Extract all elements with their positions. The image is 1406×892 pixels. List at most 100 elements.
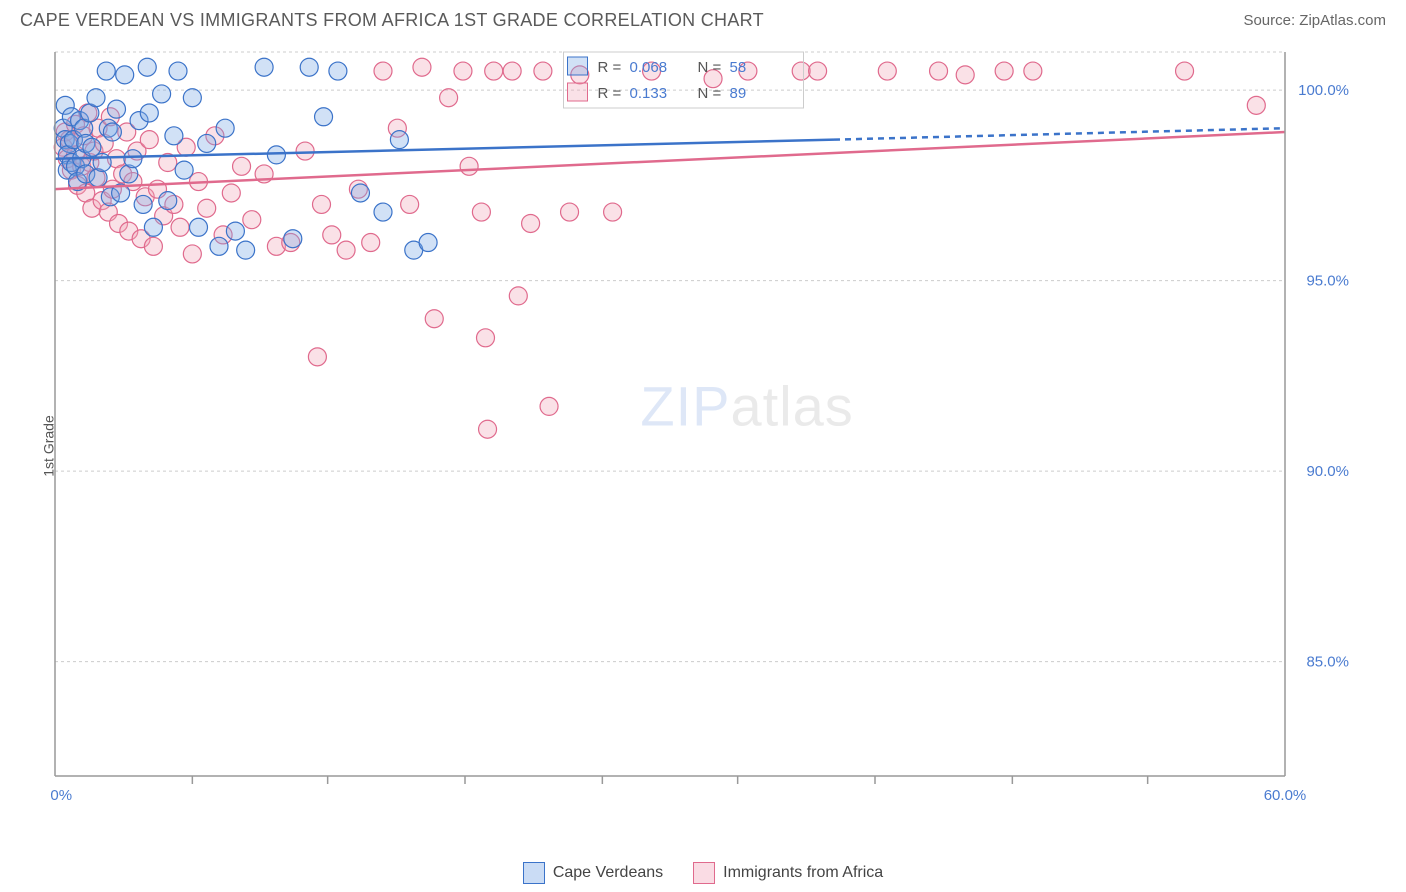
legend-swatch (568, 83, 588, 101)
x-tick-label: 0.0% (50, 787, 72, 804)
data-point (315, 108, 333, 126)
legend-r-label: R = (598, 85, 622, 102)
data-point (323, 226, 341, 244)
data-point (930, 62, 948, 80)
data-point (175, 161, 193, 179)
data-point (190, 218, 208, 236)
x-tick-label: 60.0% (1264, 787, 1307, 804)
data-point (198, 134, 216, 152)
bottom-legend-item: Immigrants from Africa (693, 862, 883, 884)
data-point (144, 237, 162, 255)
chart-header: CAPE VERDEAN VS IMMIGRANTS FROM AFRICA 1… (0, 0, 1406, 39)
data-point (134, 195, 152, 213)
y-tick-label: 90.0% (1306, 463, 1349, 480)
data-point (479, 420, 497, 438)
data-point (103, 123, 121, 141)
data-point (210, 237, 228, 255)
y-tick-label: 95.0% (1306, 273, 1349, 290)
legend-label: Cape Verdeans (553, 864, 663, 882)
data-point (440, 89, 458, 107)
chart-title: CAPE VERDEAN VS IMMIGRANTS FROM AFRICA 1… (20, 10, 764, 31)
data-point (83, 138, 101, 156)
data-point (374, 203, 392, 221)
data-point (485, 62, 503, 80)
data-point (534, 62, 552, 80)
data-point (509, 287, 527, 305)
data-point (140, 104, 158, 122)
data-point (540, 397, 558, 415)
data-point (308, 348, 326, 366)
data-point (390, 131, 408, 149)
data-point (313, 195, 331, 213)
legend-r-label: R = (598, 59, 622, 76)
data-point (878, 62, 896, 80)
data-point (337, 241, 355, 259)
data-point (169, 62, 187, 80)
watermark: ZIPatlas (640, 374, 853, 437)
data-point (522, 214, 540, 232)
data-point (153, 85, 171, 103)
data-point (604, 203, 622, 221)
data-point (144, 218, 162, 236)
data-point (159, 192, 177, 210)
data-point (329, 62, 347, 80)
legend-n-value: 58 (730, 59, 747, 76)
data-point (362, 234, 380, 252)
data-point (237, 241, 255, 259)
data-point (477, 329, 495, 347)
data-point (419, 234, 437, 252)
data-point (171, 218, 189, 236)
data-point (233, 157, 251, 175)
data-point (809, 62, 827, 80)
legend-n-value: 89 (730, 85, 747, 102)
data-point (124, 150, 142, 168)
data-point (413, 58, 431, 76)
legend-label: Immigrants from Africa (723, 864, 883, 882)
legend-n-label: N = (698, 59, 722, 76)
data-point (956, 66, 974, 84)
data-point (140, 131, 158, 149)
legend-swatch (568, 57, 588, 75)
data-point (503, 62, 521, 80)
legend-r-value: 0.133 (630, 85, 668, 102)
data-point (296, 142, 314, 160)
data-point (374, 62, 392, 80)
source-attribution: Source: ZipAtlas.com (1243, 12, 1386, 29)
data-point (216, 119, 234, 137)
data-point (284, 230, 302, 248)
data-point (1024, 62, 1042, 80)
data-point (116, 66, 134, 84)
y-tick-label: 85.0% (1306, 654, 1349, 671)
data-point (165, 127, 183, 145)
data-point (1247, 96, 1265, 114)
data-point (183, 245, 201, 263)
data-point (1176, 62, 1194, 80)
data-point (222, 184, 240, 202)
data-point (87, 89, 105, 107)
data-point (198, 199, 216, 217)
chart-container: 85.0%90.0%95.0%100.0%ZIPatlas0.0%60.0%R … (50, 46, 1391, 832)
correlation-scatter-chart: 85.0%90.0%95.0%100.0%ZIPatlas0.0%60.0%R … (50, 46, 1355, 806)
legend-r-value: 0.068 (630, 59, 668, 76)
data-point (460, 157, 478, 175)
legend-swatch (523, 862, 545, 884)
data-point (226, 222, 244, 240)
data-point (995, 62, 1013, 80)
data-point (472, 203, 490, 221)
data-point (425, 310, 443, 328)
data-point (255, 58, 273, 76)
legend-swatch (693, 862, 715, 884)
data-point (97, 62, 115, 80)
legend-n-label: N = (698, 85, 722, 102)
data-point (401, 195, 419, 213)
data-point (267, 146, 285, 164)
data-point (183, 89, 201, 107)
data-point (351, 184, 369, 202)
data-point (108, 100, 126, 118)
data-point (138, 58, 156, 76)
data-point (454, 62, 472, 80)
data-point (561, 203, 579, 221)
data-point (243, 211, 261, 229)
bottom-legend-item: Cape Verdeans (523, 862, 663, 884)
bottom-legend: Cape Verdeans Immigrants from Africa (0, 862, 1406, 884)
